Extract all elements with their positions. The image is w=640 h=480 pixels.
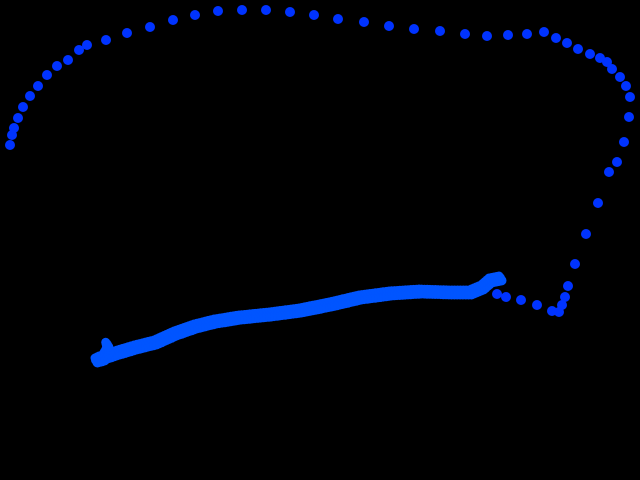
trail-dot — [409, 24, 419, 34]
trail-dot — [190, 10, 200, 20]
trail-dot — [213, 6, 223, 16]
trail-dot — [522, 29, 532, 39]
trail-dot — [145, 22, 155, 32]
trail-dot — [18, 102, 28, 112]
trail-dot — [25, 91, 35, 101]
trail-dot — [33, 81, 43, 91]
trail-dot — [593, 198, 603, 208]
trail-dot — [482, 31, 492, 41]
trail-dot — [604, 167, 614, 177]
dense-dot-trail — [90, 271, 507, 368]
trail-dot — [585, 49, 595, 59]
trail-dot — [612, 157, 622, 167]
trail-dot — [333, 14, 343, 24]
trail-dot — [570, 259, 580, 269]
trail-dot — [573, 44, 583, 54]
trail-dot — [532, 300, 542, 310]
trail-dot — [82, 40, 92, 50]
trail-dot — [261, 5, 271, 15]
trail-dot — [460, 29, 470, 39]
trail-dot — [63, 55, 73, 65]
trail-dot — [503, 30, 513, 40]
trail-dot — [539, 27, 549, 37]
trail-dot — [237, 5, 247, 15]
trail-dot — [492, 289, 502, 299]
trail-dot — [624, 112, 634, 122]
trail-dot — [101, 337, 111, 347]
trail-dot — [602, 57, 612, 67]
trail-dot — [384, 21, 394, 31]
trail-dot — [168, 15, 178, 25]
trail-dot — [581, 229, 591, 239]
trail-dot — [435, 26, 445, 36]
trail-dot — [52, 61, 62, 71]
trail-dot — [560, 292, 570, 302]
trail-dot — [625, 92, 635, 102]
trail-dot — [562, 38, 572, 48]
trail-dot — [516, 295, 526, 305]
trail-dot — [621, 81, 631, 91]
trail-dot — [619, 137, 629, 147]
trail-dot — [607, 64, 617, 74]
sparse-dot-trail — [5, 5, 635, 317]
trail-dot — [9, 123, 19, 133]
trail-dot — [563, 281, 573, 291]
trail-dot — [285, 7, 295, 17]
trail-dot — [547, 306, 557, 316]
trail-dot — [13, 113, 23, 123]
trail-dot — [615, 72, 625, 82]
trail-dot — [5, 140, 15, 150]
trail-dot — [74, 45, 84, 55]
trail-dot — [551, 33, 561, 43]
trail-dot — [101, 35, 111, 45]
trail-dot — [309, 10, 319, 20]
trail-dot — [359, 17, 369, 27]
trail-dot — [122, 28, 132, 38]
trail-dot — [42, 70, 52, 80]
trail-dot — [501, 292, 511, 302]
